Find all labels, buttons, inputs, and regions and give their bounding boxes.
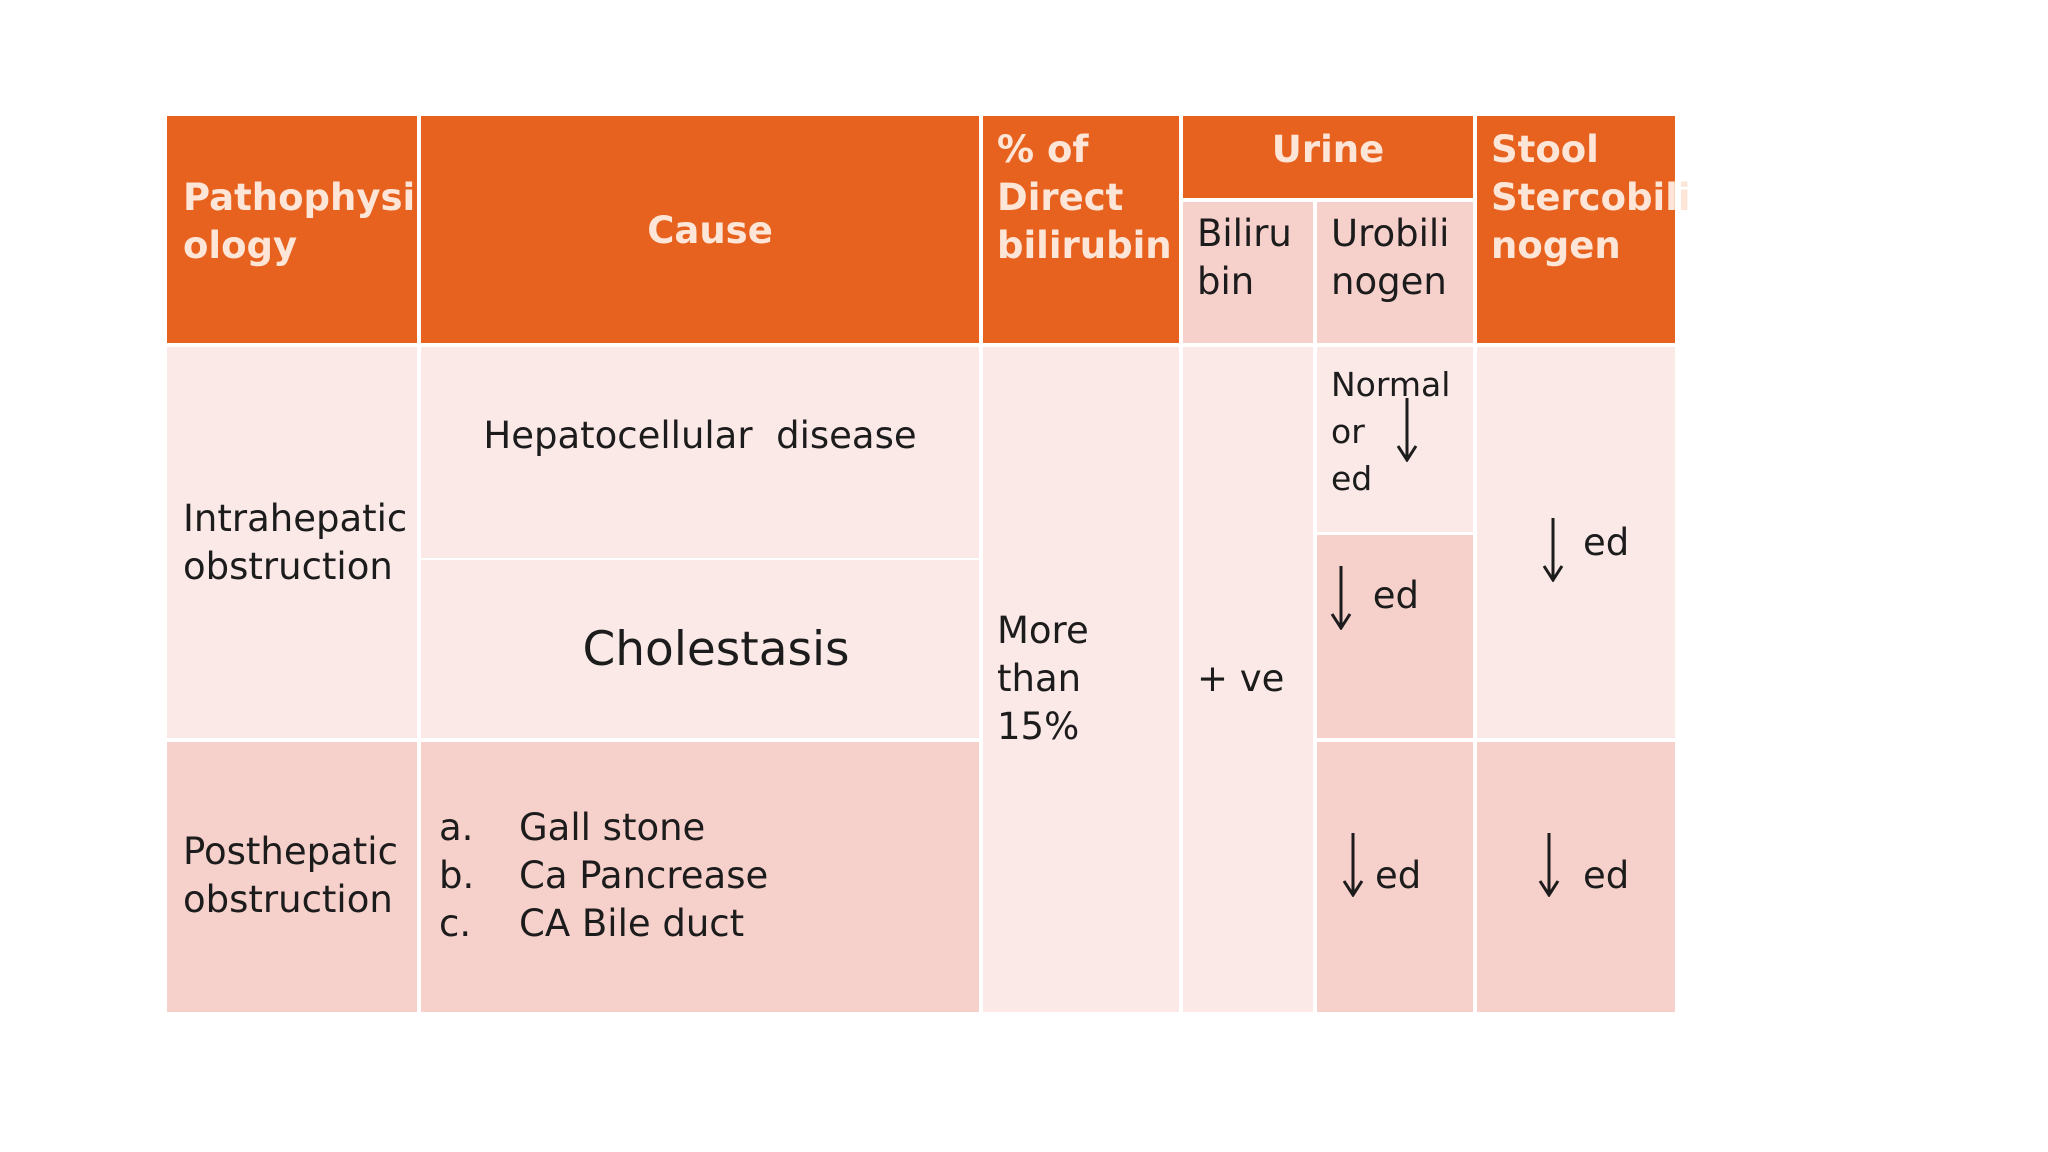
intrahepatic-label: Intrahepatic obstruction [183, 496, 408, 588]
posthepatic-cause-list: a. Gall stone b. Ca Pancrease c. CA Bile du… [439, 804, 768, 948]
cause-cholestasis: Cholestasis [419, 559, 981, 740]
row-divider [1315, 532, 1475, 535]
list-item: c. CA Bile duct [439, 902, 745, 945]
stool-intrahepatic: ed [1475, 345, 1675, 740]
direct-bilirubin-value: More than 15% [981, 345, 1181, 1012]
header-direct-bilirubin: % of Direct bilirubin [981, 116, 1181, 345]
header-cause: Cause [419, 116, 981, 345]
row-divider [1315, 738, 1675, 742]
down-arrow-icon [1537, 831, 1561, 897]
bilirubin-value: + ve [1181, 345, 1315, 1012]
posthepatic-label: Posthepatic obstruction [183, 830, 398, 921]
cause-hepatocellular-label: Hepatocellular disease [483, 414, 917, 457]
list-item: a. Gall stone [439, 806, 706, 849]
down-arrow-icon [1541, 516, 1565, 582]
down-arrow-icon [1341, 831, 1365, 897]
cause-posthepatic: a. Gall stone b. Ca Pancrease c. CA Bile du… [419, 740, 981, 1012]
column-divider [1179, 116, 1183, 1012]
header-stool-label: Stool Stercobili nogen [1491, 128, 1691, 267]
stool-posthepatic: ed [1475, 740, 1675, 1012]
urobilinogen-normal: Normal [1331, 365, 1451, 404]
urobilinogen-or: or [1331, 412, 1365, 451]
bilirubin-table: Pathophysi ology Cause % of Direct bilir… [167, 116, 1691, 1012]
row-divider [167, 343, 1675, 347]
stool-intrahepatic-text: ed [1583, 520, 1630, 564]
cause-cholestasis-label: Cholestasis [582, 621, 850, 677]
header-urobilinogen: Urobili nogen [1315, 200, 1475, 345]
direct-bilirubin-text: More than 15% [997, 608, 1089, 748]
header-urine-label: Urine [1271, 128, 1385, 171]
down-arrow-icon [1329, 564, 1353, 630]
down-arrow-icon [1395, 396, 1419, 462]
header-bilirubin-label: Biliru bin [1197, 212, 1292, 303]
column-divider [979, 116, 983, 1012]
header-cause-label: Cause [647, 208, 773, 252]
urobilinogen-intrahepatic-1: Normal or ed [1315, 345, 1475, 534]
urobilinogen-posthepatic: ed [1315, 740, 1475, 1012]
row-divider [1181, 198, 1475, 202]
header-urine: Urine [1181, 116, 1475, 200]
stool-posthepatic-text: ed [1583, 854, 1630, 897]
header-pathophysiology: Pathophysi ology [167, 116, 419, 345]
row-intrahepatic-label: Intrahepatic obstruction [167, 345, 419, 740]
list-item: b. Ca Pancrease [439, 854, 769, 897]
row-posthepatic-label: Posthepatic obstruction [167, 740, 419, 1012]
row-divider [419, 558, 981, 560]
urobilinogen-intrahepatic-2: ed [1315, 534, 1475, 740]
column-divider [417, 116, 421, 1012]
urobilinogen-posthepatic-text: ed [1375, 854, 1422, 897]
header-urobilinogen-label: Urobili nogen [1331, 212, 1450, 303]
cause-hepatocellular: Hepatocellular disease [419, 345, 981, 559]
header-pathophysiology-label: Pathophysi ology [183, 176, 416, 267]
bilirubin-text: + ve [1197, 656, 1285, 700]
header-direct-bilirubin-label: % of Direct bilirubin [997, 128, 1172, 267]
row-divider [167, 738, 981, 742]
column-divider [1313, 200, 1317, 1012]
header-bilirubin: Biliru bin [1181, 200, 1315, 345]
urobilinogen-ed-2: ed [1372, 573, 1420, 617]
column-divider [1473, 116, 1477, 1012]
header-stool: Stool Stercobili nogen [1475, 116, 1691, 345]
urobilinogen-ed-1: ed [1331, 459, 1373, 498]
